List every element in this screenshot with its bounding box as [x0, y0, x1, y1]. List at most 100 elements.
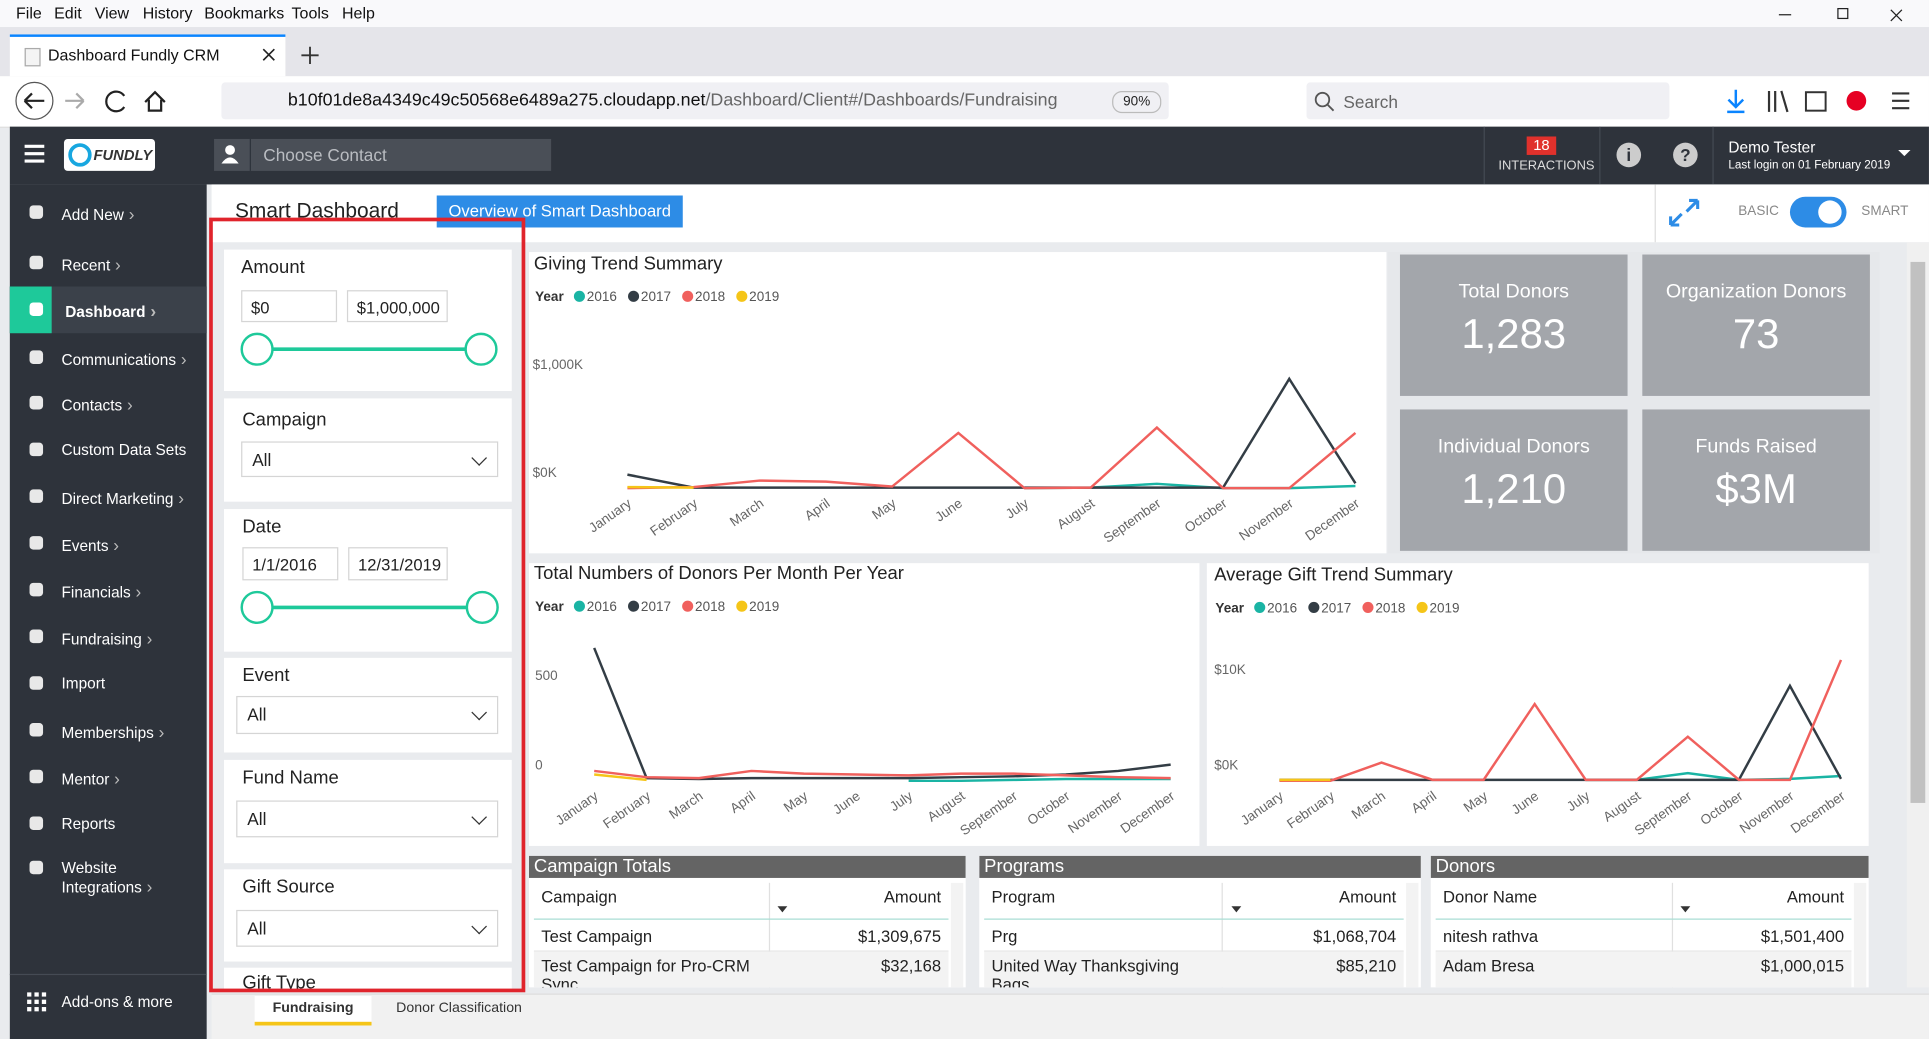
campaign-dropdown[interactable]: All: [241, 441, 499, 478]
x-tick-label: December: [1118, 788, 1178, 836]
nav-item[interactable]: Direct Marketing: [62, 488, 184, 508]
app-menu[interactable]: [1892, 92, 1910, 110]
hamburger[interactable]: [22, 141, 49, 168]
bottom-tab[interactable]: Donor Classification: [396, 1000, 522, 1016]
nav-icon: [29, 489, 44, 503]
y-tick-label: $0K: [533, 465, 557, 480]
browser-tab[interactable]: [9, 34, 286, 77]
new-tab[interactable]: [301, 46, 319, 64]
legend-dot: [628, 600, 640, 612]
active-tab: [254, 995, 372, 1026]
table-scroll[interactable]: [1853, 882, 1867, 988]
search-box[interactable]: [1306, 82, 1670, 120]
sort-arrow[interactable]: [777, 906, 788, 913]
fund-dropdown[interactable]: All: [236, 800, 499, 838]
date-end[interactable]: 12/31/2019: [348, 547, 448, 581]
amount-max[interactable]: $1,000,000: [346, 290, 448, 323]
zoom-badge[interactable]: 90%: [1112, 90, 1162, 114]
legend-title: Year: [1215, 600, 1244, 615]
column-header[interactable]: Campaign: [541, 887, 618, 907]
contact-picker[interactable]: [214, 138, 552, 171]
legend-dot: [682, 600, 694, 612]
restore[interactable]: [1837, 7, 1849, 20]
url-bar[interactable]: [221, 82, 1169, 120]
x-tick-label: December: [1302, 495, 1362, 543]
reload-button[interactable]: [105, 90, 126, 113]
bottom-tab[interactable]: Fundraising: [272, 1000, 354, 1016]
nav-item[interactable]: Custom Data Sets: [61, 441, 187, 459]
nav-item[interactable]: Events: [62, 535, 120, 554]
toggle-basic[interactable]: BASIC: [1738, 204, 1779, 219]
menu-item[interactable]: File: [15, 3, 42, 23]
menu-item[interactable]: Tools: [291, 3, 329, 23]
nav-item[interactable]: Memberships: [62, 722, 165, 741]
nav-item[interactable]: Mentor: [62, 769, 120, 788]
scroll-thumb[interactable]: [1910, 261, 1926, 803]
event-dropdown[interactable]: All: [236, 695, 499, 735]
nav-item[interactable]: Contacts: [62, 395, 133, 414]
row-rule: [984, 950, 1404, 952]
sidebar-toggle[interactable]: [1804, 91, 1827, 112]
help-button[interactable]: [1673, 142, 1698, 168]
column-header[interactable]: Amount: [1786, 887, 1845, 907]
column-header[interactable]: Amount: [1339, 887, 1397, 907]
date-slider[interactable]: [224, 587, 512, 629]
info-button[interactable]: [1616, 142, 1642, 168]
back-button[interactable]: [15, 81, 54, 120]
user-caret[interactable]: [1897, 148, 1912, 160]
menu-item[interactable]: Edit: [54, 3, 82, 23]
home-button[interactable]: [144, 90, 166, 112]
column-header[interactable]: Donor Name: [1443, 887, 1538, 907]
slider-handle[interactable]: [240, 590, 274, 625]
nav-item[interactable]: Communications: [62, 349, 187, 369]
sort-arrow[interactable]: [1680, 906, 1691, 913]
amount-slider[interactable]: [224, 328, 512, 370]
menu-item[interactable]: History: [142, 3, 193, 23]
x-tick-label: February: [600, 788, 653, 831]
nav-item[interactable]: Reports: [61, 815, 116, 833]
series-line: [1279, 683, 1843, 782]
close[interactable]: [1890, 9, 1903, 22]
interactions-label[interactable]: INTERACTIONS: [1498, 158, 1595, 174]
close-tab[interactable]: [262, 48, 275, 61]
nav-item[interactable]: Dashboard: [65, 301, 156, 321]
overview-button[interactable]: Overview of Smart Dashboard: [436, 195, 683, 228]
column-header[interactable]: Amount: [883, 887, 942, 907]
table-cell: $32,168: [881, 956, 942, 976]
table-cell: $85,210: [1336, 956, 1397, 976]
gift-source-dropdown[interactable]: All: [236, 909, 499, 947]
user-name[interactable]: Demo Tester: [1728, 138, 1816, 157]
slider-handle[interactable]: [465, 590, 499, 625]
nav-item[interactable]: Recent: [62, 255, 121, 274]
pinterest[interactable]: [1846, 90, 1867, 111]
date-start[interactable]: 1/1/2016: [242, 547, 339, 581]
nav-item[interactable]: Import: [61, 675, 106, 693]
nav-item[interactable]: Add New: [62, 204, 135, 224]
nav-item[interactable]: Financials: [62, 582, 142, 601]
expand-button[interactable]: [1667, 197, 1701, 229]
table-scroll[interactable]: [950, 882, 964, 988]
column-header[interactable]: Program: [991, 887, 1056, 907]
library[interactable]: [1767, 90, 1789, 113]
table-scroll[interactable]: [1406, 882, 1419, 988]
interactions-count[interactable]: 18: [1526, 136, 1557, 155]
forward-button[interactable]: [65, 92, 85, 109]
nav-icon: [29, 860, 44, 875]
menu-item[interactable]: Bookmarks: [204, 3, 285, 23]
nav-icon: [29, 769, 44, 784]
sort-arrow[interactable]: [1230, 906, 1241, 913]
x-tick-label: June: [932, 496, 965, 525]
amount-min[interactable]: $0: [241, 290, 338, 323]
downloads[interactable]: [1727, 89, 1745, 114]
nav-item[interactable]: Fundraising: [62, 628, 153, 648]
legend-dot: [682, 290, 694, 302]
row-bg: [1435, 951, 1852, 988]
menu-item[interactable]: Help: [341, 3, 375, 23]
slider-handle[interactable]: [464, 332, 498, 366]
toggle-smart[interactable]: SMART: [1861, 204, 1909, 219]
menu-item[interactable]: View: [94, 3, 130, 23]
nav-item[interactable]: Website Integrations: [62, 859, 160, 897]
addons-link[interactable]: Add-ons & more: [61, 993, 173, 1011]
legend-label: 2017: [641, 289, 671, 304]
slider-handle[interactable]: [240, 332, 274, 366]
